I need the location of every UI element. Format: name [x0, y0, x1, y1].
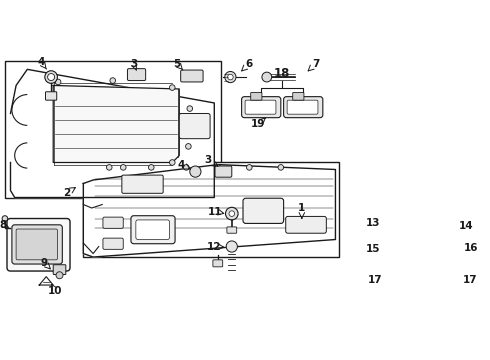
Circle shape — [187, 106, 193, 111]
Circle shape — [215, 165, 221, 170]
FancyBboxPatch shape — [227, 227, 237, 233]
Circle shape — [229, 211, 235, 216]
Circle shape — [183, 165, 189, 170]
FancyBboxPatch shape — [213, 260, 222, 267]
Text: 13: 13 — [366, 219, 381, 228]
FancyBboxPatch shape — [387, 270, 412, 288]
FancyBboxPatch shape — [179, 113, 210, 139]
Text: 12: 12 — [207, 242, 221, 252]
Text: 17: 17 — [463, 275, 478, 285]
FancyBboxPatch shape — [7, 219, 70, 271]
FancyBboxPatch shape — [286, 216, 326, 233]
FancyBboxPatch shape — [293, 93, 304, 100]
Circle shape — [226, 241, 237, 252]
FancyBboxPatch shape — [103, 238, 123, 249]
Circle shape — [225, 207, 238, 220]
Polygon shape — [83, 165, 336, 257]
Text: 16: 16 — [464, 243, 478, 253]
FancyBboxPatch shape — [46, 92, 57, 100]
Circle shape — [262, 72, 272, 82]
Text: 7: 7 — [312, 59, 319, 69]
FancyBboxPatch shape — [391, 242, 402, 251]
FancyBboxPatch shape — [251, 93, 262, 100]
FancyBboxPatch shape — [136, 220, 170, 239]
Circle shape — [106, 165, 112, 170]
FancyBboxPatch shape — [122, 175, 163, 193]
FancyBboxPatch shape — [12, 225, 62, 264]
Text: 19: 19 — [251, 119, 266, 129]
Circle shape — [56, 272, 63, 279]
FancyBboxPatch shape — [243, 198, 284, 224]
FancyBboxPatch shape — [127, 69, 146, 81]
Text: 3: 3 — [130, 59, 137, 69]
Circle shape — [278, 165, 284, 170]
Text: 4: 4 — [178, 159, 185, 170]
Circle shape — [186, 144, 191, 149]
Circle shape — [48, 73, 54, 81]
FancyBboxPatch shape — [245, 100, 276, 114]
Circle shape — [121, 165, 126, 170]
Circle shape — [2, 216, 8, 221]
FancyBboxPatch shape — [242, 97, 281, 118]
FancyBboxPatch shape — [483, 270, 490, 288]
Text: 11: 11 — [208, 207, 222, 216]
Circle shape — [246, 165, 252, 170]
Text: 8: 8 — [0, 220, 7, 230]
FancyBboxPatch shape — [488, 274, 490, 284]
FancyBboxPatch shape — [103, 217, 123, 228]
FancyBboxPatch shape — [287, 100, 318, 114]
Text: 5: 5 — [173, 59, 181, 69]
Polygon shape — [53, 85, 179, 162]
FancyBboxPatch shape — [53, 265, 66, 275]
FancyBboxPatch shape — [215, 166, 232, 177]
Circle shape — [148, 165, 154, 170]
Circle shape — [110, 78, 116, 84]
Circle shape — [225, 71, 236, 83]
Text: 3: 3 — [204, 156, 212, 165]
Circle shape — [55, 79, 61, 85]
FancyBboxPatch shape — [391, 274, 408, 284]
Text: 1: 1 — [298, 203, 305, 213]
Text: 10: 10 — [48, 285, 63, 296]
FancyBboxPatch shape — [131, 216, 175, 244]
FancyBboxPatch shape — [16, 229, 57, 260]
Circle shape — [170, 85, 175, 90]
Text: 6: 6 — [245, 59, 253, 69]
Circle shape — [170, 160, 175, 165]
Bar — [5, 61, 220, 198]
Circle shape — [45, 71, 57, 84]
Text: 17: 17 — [368, 275, 382, 285]
FancyBboxPatch shape — [485, 242, 490, 251]
Text: 15: 15 — [366, 244, 381, 254]
Circle shape — [227, 74, 233, 80]
Text: 9: 9 — [41, 258, 48, 267]
Polygon shape — [10, 69, 214, 198]
Text: 2: 2 — [64, 188, 71, 198]
Text: 4: 4 — [38, 57, 45, 67]
Bar — [83, 162, 339, 257]
FancyBboxPatch shape — [284, 97, 323, 118]
Text: 14: 14 — [458, 221, 473, 230]
Circle shape — [190, 166, 201, 177]
FancyBboxPatch shape — [181, 70, 203, 82]
Text: 18: 18 — [274, 67, 291, 80]
